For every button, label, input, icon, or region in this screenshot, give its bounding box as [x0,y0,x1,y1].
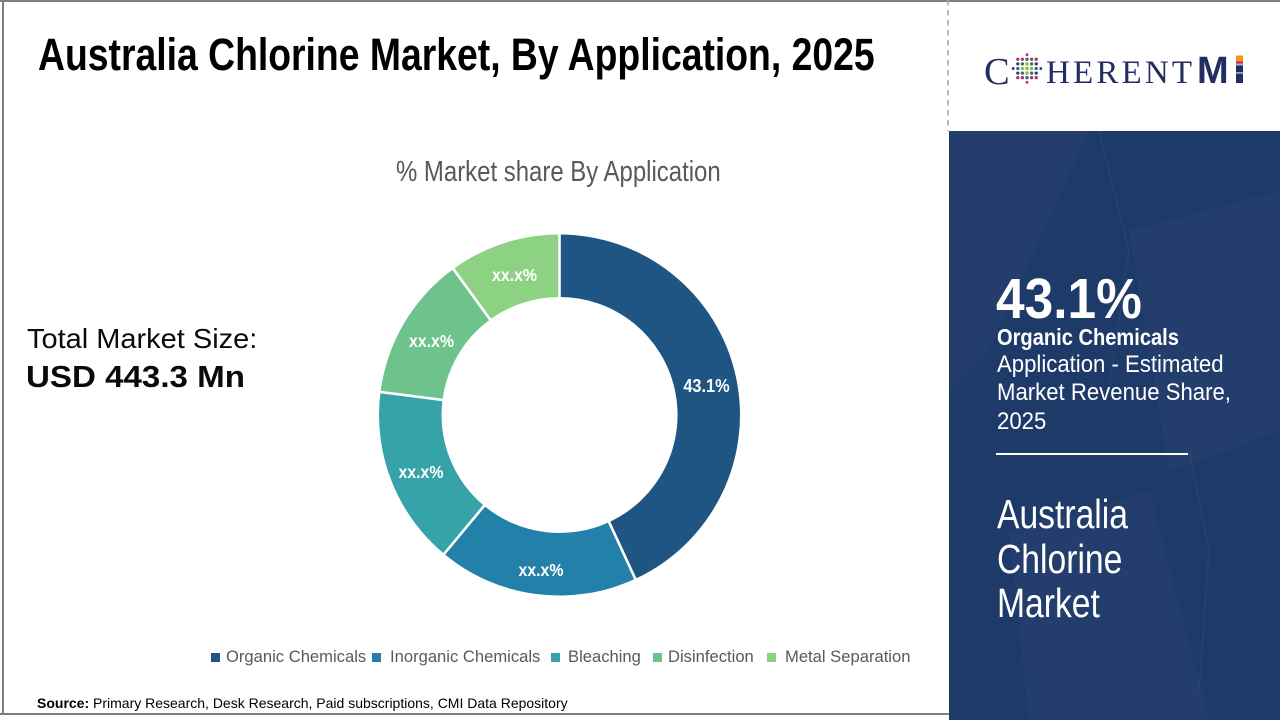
svg-text:xx.x%: xx.x% [409,331,454,351]
svg-text:43.1%: 43.1% [683,375,729,396]
svg-text:xx.x%: xx.x% [399,462,444,482]
svg-text:C: C [984,51,1010,93]
svg-text:xx.x%: xx.x% [519,560,564,580]
svg-text:xx.x%: xx.x% [492,265,537,285]
svg-text:M: M [1197,50,1230,92]
svg-text:HERENT: HERENT [1046,55,1192,91]
